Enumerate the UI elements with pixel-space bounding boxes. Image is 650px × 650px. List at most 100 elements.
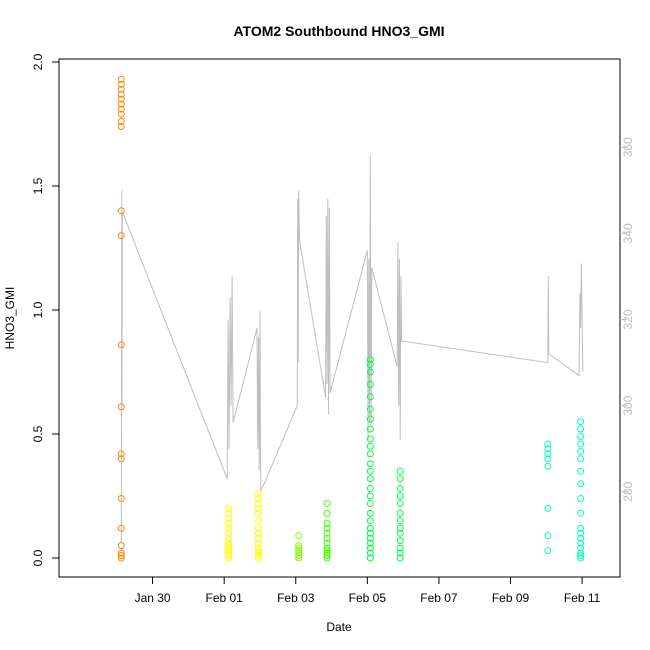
data-point-series-1 bbox=[254, 494, 262, 502]
y-tick-label: 0.0 bbox=[31, 549, 45, 566]
data-point-series-2 bbox=[295, 549, 303, 557]
right-tick-label: 360 bbox=[621, 137, 635, 157]
data-point-series-4 bbox=[366, 475, 374, 483]
data-point-series-5 bbox=[544, 462, 552, 470]
data-point-series-3 bbox=[323, 552, 331, 560]
data-point-series-1 bbox=[225, 529, 233, 537]
data-point-series-4 bbox=[396, 485, 404, 493]
data-point-series-1 bbox=[254, 529, 262, 537]
data-point-series-5 bbox=[577, 509, 585, 517]
data-point-series-1 bbox=[254, 517, 262, 525]
data-point-series-3 bbox=[323, 549, 331, 557]
data-point-series-4 bbox=[396, 554, 404, 562]
data-point-series-0 bbox=[117, 450, 125, 458]
x-tick-label: Feb 09 bbox=[492, 591, 530, 605]
data-point-series-4 bbox=[366, 534, 374, 542]
data-point-series-3 bbox=[323, 539, 331, 547]
data-point-series-5 bbox=[577, 447, 585, 455]
data-point-series-4 bbox=[366, 361, 374, 369]
data-point-series-3 bbox=[323, 554, 331, 562]
data-point-series-0 bbox=[117, 118, 125, 126]
x-axis-label: Date bbox=[326, 620, 352, 634]
data-point-series-5 bbox=[577, 539, 585, 547]
data-point-series-1 bbox=[254, 549, 262, 557]
data-point-series-2 bbox=[295, 544, 303, 552]
data-point-series-5 bbox=[577, 554, 585, 562]
data-point-series-4 bbox=[366, 524, 374, 532]
x-tick-label: Feb 05 bbox=[349, 591, 387, 605]
data-point-series-1 bbox=[225, 544, 233, 552]
data-point-series-1 bbox=[225, 509, 233, 517]
data-point-series-0 bbox=[117, 207, 125, 215]
data-point-series-5 bbox=[544, 504, 552, 512]
data-point-series-5 bbox=[577, 552, 585, 560]
data-point-series-4 bbox=[366, 415, 374, 423]
data-point-series-1 bbox=[225, 524, 233, 532]
data-point-series-1 bbox=[225, 534, 233, 542]
data-point-series-4 bbox=[366, 368, 374, 376]
data-point-series-1 bbox=[254, 509, 262, 517]
data-point-series-4 bbox=[366, 492, 374, 500]
right-axis-line bbox=[120, 155, 584, 544]
data-point-series-0 bbox=[117, 100, 125, 108]
data-point-series-1 bbox=[254, 554, 262, 562]
data-point-series-4 bbox=[396, 509, 404, 517]
data-point-series-1 bbox=[254, 490, 262, 498]
data-point-series-4 bbox=[366, 544, 374, 552]
right-tick-label: 280 bbox=[621, 481, 635, 501]
data-point-series-4 bbox=[366, 499, 374, 507]
data-point-series-5 bbox=[577, 549, 585, 557]
data-point-series-4 bbox=[366, 467, 374, 475]
data-point-series-0 bbox=[117, 542, 125, 550]
x-tick-label: Feb 11 bbox=[564, 591, 601, 605]
data-point-series-5 bbox=[544, 450, 552, 458]
chart-title: ATOM2 Southbound HNO3_GMI bbox=[233, 23, 444, 39]
data-point-series-5 bbox=[544, 455, 552, 463]
data-point-series-0 bbox=[117, 524, 125, 532]
data-point-series-2 bbox=[295, 547, 303, 555]
data-point-series-1 bbox=[254, 499, 262, 507]
data-points bbox=[117, 75, 585, 562]
data-point-series-1 bbox=[254, 539, 262, 547]
data-point-series-3 bbox=[323, 519, 331, 527]
data-point-series-1 bbox=[225, 549, 233, 557]
data-point-series-1 bbox=[225, 542, 233, 550]
data-point-series-0 bbox=[117, 552, 125, 560]
right-tick-label: 340 bbox=[621, 223, 635, 243]
y-tick-label: 1.0 bbox=[31, 301, 45, 318]
data-point-series-2 bbox=[295, 532, 303, 540]
x-tick-label: Feb 01 bbox=[205, 591, 243, 605]
data-point-series-1 bbox=[225, 519, 233, 527]
data-point-series-1 bbox=[254, 552, 262, 560]
data-point-series-0 bbox=[117, 110, 125, 118]
data-point-series-5 bbox=[577, 418, 585, 426]
data-point-series-5 bbox=[577, 432, 585, 440]
data-point-series-0 bbox=[117, 95, 125, 103]
data-point-series-4 bbox=[366, 509, 374, 517]
data-point-series-1 bbox=[225, 547, 233, 555]
data-point-series-4 bbox=[366, 450, 374, 458]
data-point-series-5 bbox=[544, 532, 552, 540]
data-point-series-5 bbox=[577, 455, 585, 463]
data-point-series-1 bbox=[254, 534, 262, 542]
data-point-series-5 bbox=[577, 529, 585, 537]
data-point-series-2 bbox=[295, 552, 303, 560]
data-point-series-4 bbox=[366, 460, 374, 468]
data-point-series-4 bbox=[366, 425, 374, 433]
data-point-series-4 bbox=[366, 393, 374, 401]
data-point-series-0 bbox=[117, 90, 125, 98]
right-tick-label: 300 bbox=[621, 395, 635, 415]
data-point-series-4 bbox=[366, 539, 374, 547]
data-point-series-5 bbox=[577, 440, 585, 448]
data-point-series-1 bbox=[254, 524, 262, 532]
data-point-series-3 bbox=[323, 524, 331, 532]
data-point-series-4 bbox=[366, 549, 374, 557]
data-point-series-0 bbox=[117, 549, 125, 557]
y-tick-label: 1.5 bbox=[31, 177, 45, 194]
data-point-series-1 bbox=[225, 552, 233, 560]
data-point-series-0 bbox=[117, 554, 125, 562]
data-point-series-5 bbox=[577, 544, 585, 552]
plot-frame bbox=[58, 58, 621, 578]
data-point-series-0 bbox=[117, 122, 125, 130]
